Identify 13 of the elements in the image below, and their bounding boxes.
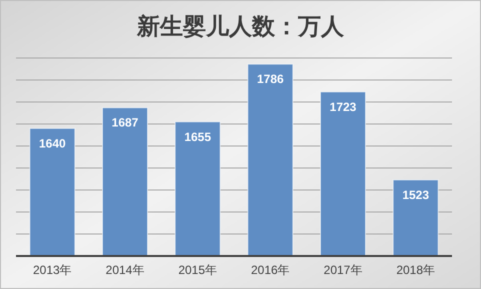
data-label: 1640 <box>38 136 66 150</box>
x-tick-label: 2013年 <box>32 263 72 277</box>
data-label: 1655 <box>184 130 212 144</box>
data-label: 1723 <box>330 100 357 114</box>
chart-title: 新生婴儿人数：万人 <box>136 13 345 39</box>
x-tick-label: 2018年 <box>396 263 436 277</box>
x-tick-label: 2016年 <box>250 263 290 277</box>
data-label: 1687 <box>112 116 139 130</box>
data-label: 1786 <box>256 72 284 86</box>
data-label: 1523 <box>402 188 430 202</box>
x-tick-label: 2017年 <box>324 263 362 277</box>
x-tick-label: 2015年 <box>178 263 218 277</box>
x-tick-label: 2014年 <box>106 263 144 277</box>
